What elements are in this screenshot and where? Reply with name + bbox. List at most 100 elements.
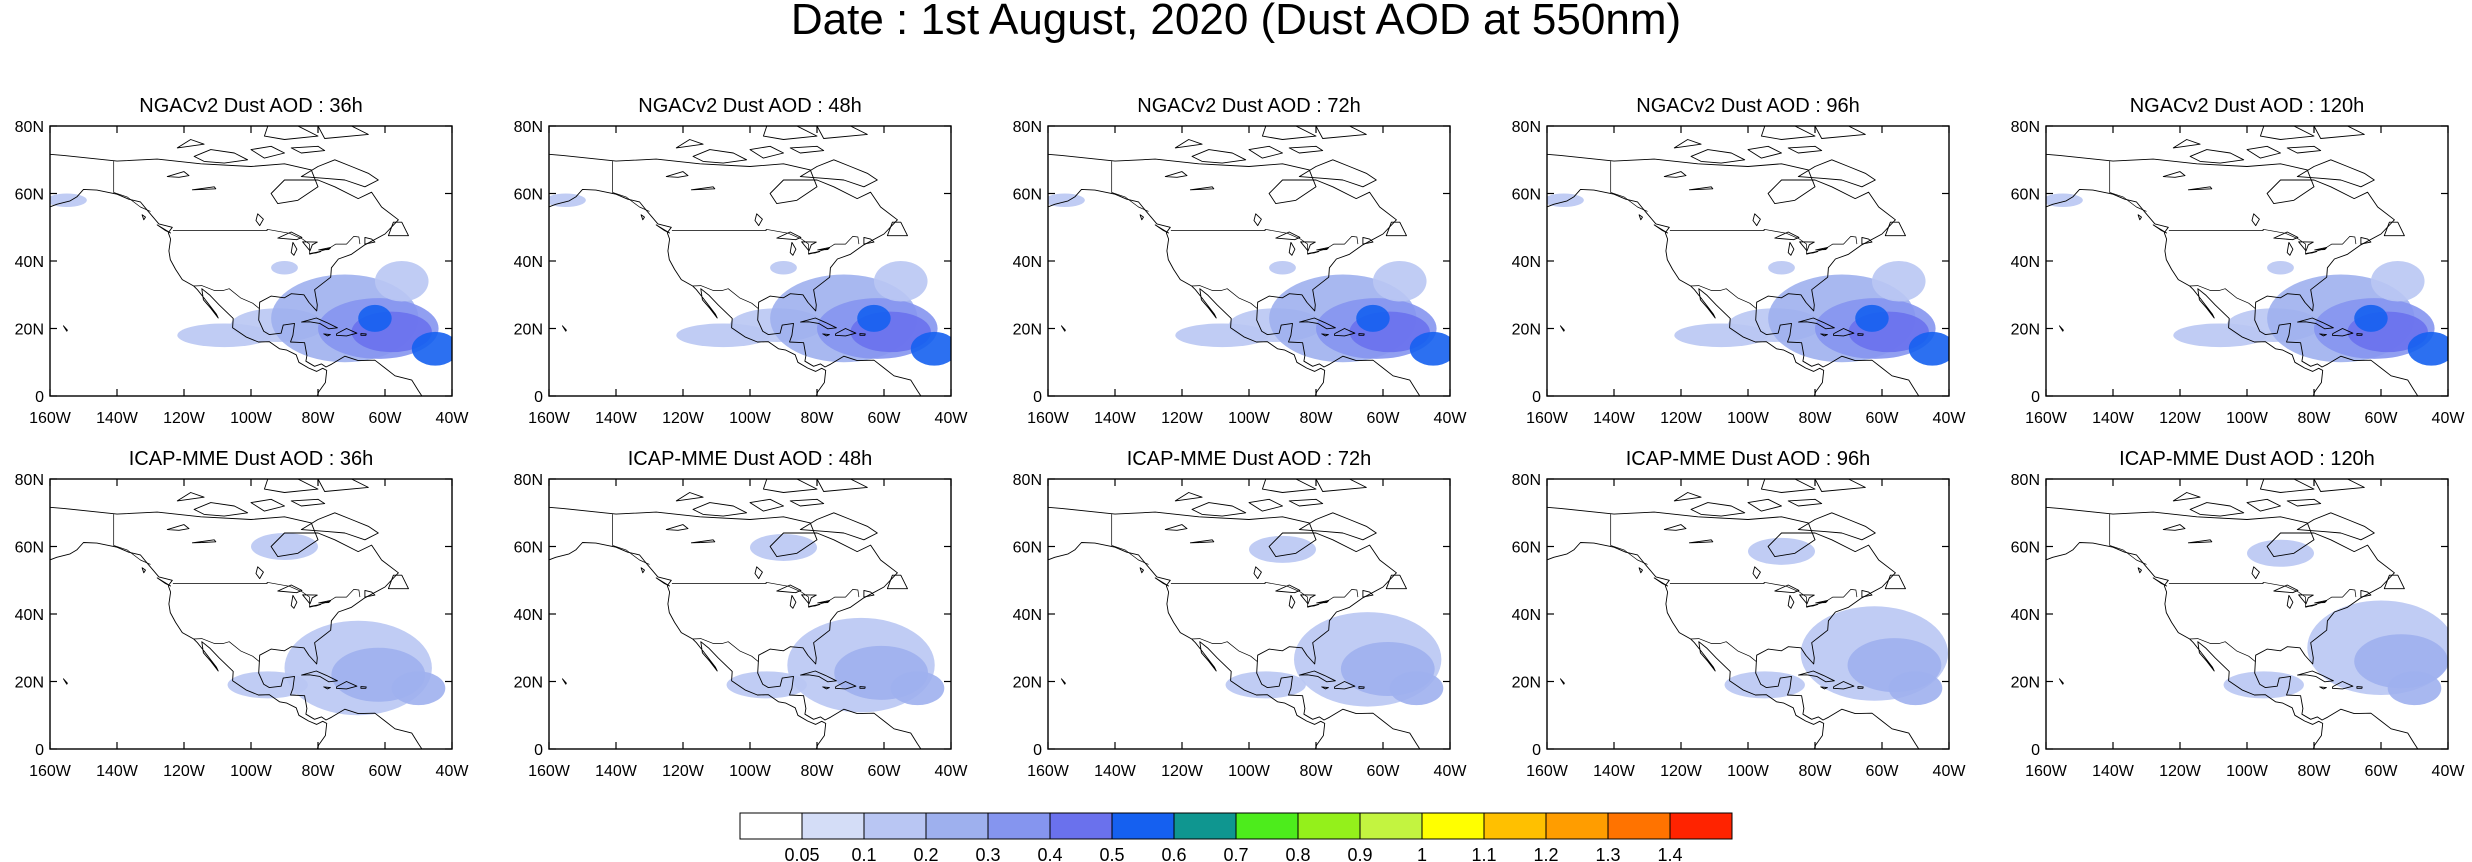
dust-aod-contour [1871, 261, 1926, 302]
island-outline [1799, 594, 1815, 605]
colorbar-box [1235, 812, 1299, 840]
island-outline [387, 574, 409, 590]
island-outline [801, 594, 817, 605]
colorbar-label: 0.2 [913, 845, 938, 862]
colorbar-label: 1 [1417, 845, 1427, 862]
lon-tick-label: 80W [1799, 763, 1833, 780]
island-outline [1385, 574, 1407, 590]
lake-outline [665, 171, 689, 178]
country-border [1191, 638, 1258, 663]
island-outline [301, 670, 338, 683]
country-border [193, 285, 260, 310]
island-outline [1288, 241, 1296, 256]
lon-tick-label: 80W [1799, 410, 1833, 427]
island-outline [318, 600, 332, 604]
island-outline [655, 224, 671, 234]
island-outline [2246, 498, 2281, 512]
dust-aod-field [1225, 535, 1444, 707]
lake-outline [166, 171, 190, 178]
island-outline [789, 145, 825, 154]
lat-tick-label: 60N [514, 187, 543, 204]
lon-tick-label: 60W [868, 763, 902, 780]
island-outline [323, 686, 331, 690]
lat-tick-label: 40N [1013, 607, 1042, 624]
island-outline [2314, 247, 2328, 251]
country-border [1610, 514, 1648, 565]
island-outline [290, 145, 326, 154]
lon-tick-label: 120W [662, 763, 705, 780]
lon-tick-label: 160W [29, 763, 72, 780]
island-outline [2314, 600, 2328, 604]
island-outline [1690, 502, 1746, 517]
island-outline [1798, 317, 1835, 330]
island-outline [1191, 149, 1247, 164]
lon-tick-label: 100W [1228, 410, 1271, 427]
country-border [2168, 581, 2357, 608]
colorbar-box [1421, 812, 1485, 840]
lon-tick-label: 100W [230, 763, 273, 780]
lon-tick-label: 60W [369, 763, 403, 780]
dust-aod-contour [1748, 537, 1815, 565]
lat-tick-label: 0 [2031, 389, 2040, 406]
island-outline [62, 678, 68, 685]
country-border [1170, 581, 1359, 608]
coastlines [1048, 126, 1421, 396]
lake-outline [1663, 524, 1687, 531]
lat-tick-label: 40N [2011, 254, 2040, 271]
colorbar-label: 0.3 [975, 845, 1000, 862]
island-outline [2297, 670, 2334, 683]
dust-aod-contour [1547, 193, 1584, 207]
island-outline [2172, 139, 2201, 149]
island-outline [2058, 325, 2064, 332]
island-outline [1815, 600, 1829, 604]
lat-tick-label: 80N [1013, 472, 1042, 489]
island-outline [1774, 584, 1800, 594]
map-panel: ICAP-MME Dust AOD : 96h 0 20N 40N 60N 80N 160W… [1512, 448, 1967, 780]
lat-tick-label: 20N [2011, 322, 2040, 339]
colorbar-box [987, 812, 1051, 840]
island-outline [317, 479, 369, 492]
lon-tick-label: 40W [1933, 410, 1967, 427]
lon-tick-label: 100W [729, 410, 772, 427]
dust-aod-field [2046, 193, 2448, 366]
lon-tick-label: 120W [2159, 763, 2202, 780]
island-outline [2259, 479, 2315, 493]
island-outline [863, 236, 875, 245]
dust-aod-contour [2223, 671, 2304, 699]
lake-outline [1752, 213, 1761, 227]
country-border [1690, 285, 1757, 310]
island-outline [1300, 241, 1316, 252]
lake-outline [1189, 186, 1215, 191]
island-outline [1362, 236, 1374, 245]
lake-outline [1253, 213, 1262, 227]
dust-aod-field [1048, 193, 1450, 366]
island-outline [2137, 567, 2142, 574]
dust-aod-contour [1175, 323, 1270, 348]
lon-tick-label: 40W [436, 410, 470, 427]
island-outline [816, 479, 868, 492]
island-outline [863, 589, 875, 598]
dust-aod-contour [873, 261, 928, 302]
lon-tick-label: 140W [96, 410, 139, 427]
lat-tick-label: 60N [514, 540, 543, 557]
dust-aod-contour [1225, 671, 1306, 699]
colorbar-label: 1.2 [1533, 845, 1558, 862]
island-outline [1747, 498, 1782, 512]
island-outline [655, 577, 671, 587]
island-outline [1261, 126, 1317, 140]
island-outline [1690, 149, 1746, 164]
dust-aod-contour [2247, 539, 2314, 567]
island-outline [1857, 686, 1864, 689]
dust-aod-field [227, 533, 446, 716]
lon-tick-label: 160W [1027, 410, 1070, 427]
island-outline [2152, 577, 2168, 587]
island-outline [2259, 126, 2315, 140]
island-outline [250, 145, 285, 159]
map-panels: NGACv2 Dust AOD : 36h 0 20N 40N 60N 80N 160W 14… [15, 95, 2466, 780]
island-outline [789, 594, 797, 609]
island-outline [817, 247, 831, 251]
island-outline [2313, 126, 2365, 139]
island-outline [561, 325, 567, 332]
coastlines [1547, 126, 1920, 396]
dust-aod-contour [1409, 331, 1450, 366]
